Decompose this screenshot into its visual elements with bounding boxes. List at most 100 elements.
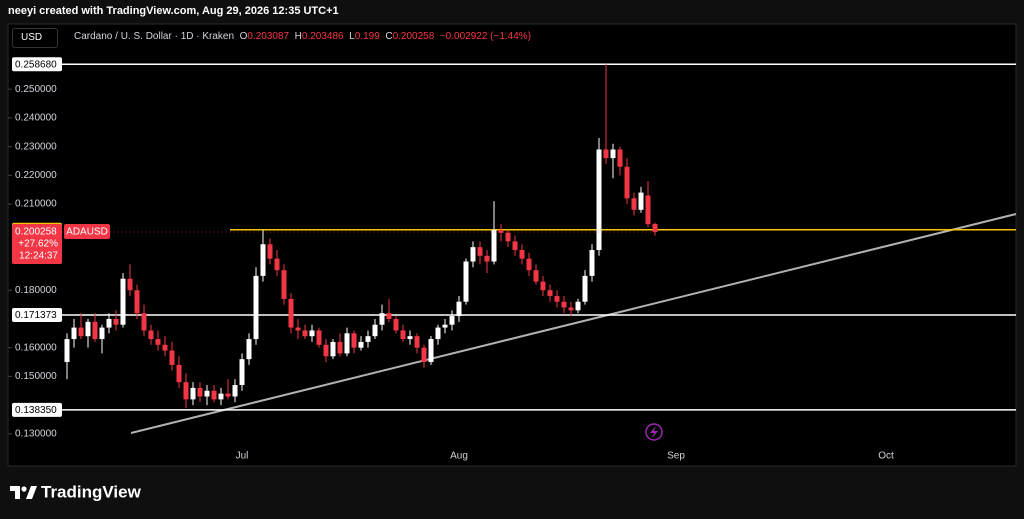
candle-body — [274, 258, 280, 271]
candle-body — [491, 229, 497, 262]
candle-body — [218, 393, 224, 400]
candle-body — [246, 339, 252, 360]
candle-body — [267, 244, 273, 259]
low-value: 0.199 — [354, 31, 380, 42]
close-value: 0.200258 — [392, 31, 435, 42]
candle-body — [232, 385, 238, 397]
candle-body — [477, 247, 483, 256]
candle-body — [407, 336, 413, 340]
candle-body — [106, 318, 112, 328]
candle-body — [134, 290, 140, 314]
candle-body — [652, 223, 658, 233]
candle-body — [113, 318, 119, 325]
candle-body — [330, 341, 336, 357]
candle-body — [456, 301, 462, 317]
candle-body — [365, 336, 371, 342]
candle-body — [449, 316, 455, 325]
candle-body — [540, 281, 546, 291]
candle-body — [421, 347, 427, 363]
candle-body — [162, 344, 168, 351]
candle-body — [169, 350, 175, 365]
candle-body — [309, 330, 315, 337]
candle-body — [260, 244, 266, 276]
candle-body — [547, 290, 553, 296]
candle-body — [92, 321, 98, 340]
candle-body — [526, 258, 532, 271]
candle-body — [393, 318, 399, 331]
candle-body — [484, 255, 490, 262]
candle-body — [610, 149, 616, 159]
candle-body — [99, 327, 105, 340]
candle-body — [533, 270, 539, 282]
candle-body — [85, 321, 91, 337]
candle-body — [288, 298, 294, 328]
price-label: 0.200258 — [15, 227, 57, 238]
x-tick-label: Jul — [236, 451, 249, 462]
candle-body — [337, 341, 343, 354]
candle-body — [512, 241, 518, 251]
candle-body — [120, 278, 126, 325]
x-tick-label: Sep — [667, 451, 685, 462]
countdown: 12:24:37 — [19, 251, 58, 262]
y-tick-label: 0.150000 — [15, 371, 57, 382]
candle-body — [148, 330, 154, 340]
candle-body — [400, 330, 406, 340]
y-tick-label: 0.210000 — [15, 199, 57, 210]
y-tick-label: 0.160000 — [15, 342, 57, 353]
x-tick-label: Oct — [878, 451, 894, 462]
brand: TradingView — [41, 482, 142, 501]
y-tick-label: 0.230000 — [15, 141, 57, 152]
high-value: 0.203486 — [301, 31, 344, 42]
trend-line — [130, 213, 1017, 434]
symbol-tag: ADAUSD — [66, 227, 108, 238]
currency-button[interactable]: USD — [12, 28, 58, 48]
level-label: 0.171373 — [15, 310, 57, 321]
candle-body — [505, 232, 511, 242]
level-label-box — [12, 57, 62, 72]
candle-body — [568, 307, 574, 311]
candle-body — [498, 229, 504, 233]
level-label: 0.138350 — [15, 405, 57, 416]
candle-body — [176, 364, 182, 383]
candle-body — [582, 275, 588, 302]
candle-body — [127, 278, 133, 291]
y-tick-label: 0.240000 — [15, 113, 57, 124]
candle-body — [645, 195, 651, 225]
candle-body — [323, 344, 329, 357]
candle-body — [463, 261, 469, 302]
candle-body — [358, 341, 364, 348]
candle-body — [141, 313, 147, 331]
candle-body — [519, 250, 525, 259]
candle-body — [204, 390, 210, 397]
y-tick-label: 0.130000 — [15, 428, 57, 439]
attribution: neeyi created with TradingView.com, Aug … — [8, 5, 339, 17]
candle-body — [344, 333, 350, 354]
candle-body — [372, 324, 378, 337]
candle-body — [155, 339, 161, 345]
candle-body — [183, 382, 189, 400]
candle-body — [561, 301, 567, 308]
open-value: 0.203087 — [247, 31, 290, 42]
candle-body — [442, 324, 448, 328]
candle-body — [603, 149, 609, 159]
y-tick-label: 0.250000 — [15, 84, 57, 95]
candle-body — [470, 247, 476, 262]
y-tick-label: 0.180000 — [15, 285, 57, 296]
candle-body — [575, 301, 581, 311]
alert-icon — [645, 423, 663, 441]
symbol-tag-box — [64, 224, 110, 240]
candle-body — [617, 149, 623, 167]
plot-area — [7, 23, 1017, 467]
candle-body — [554, 295, 560, 302]
symbol: Cardano / U. S. Dollar · 1D · Kraken — [74, 31, 235, 42]
candle-body — [64, 339, 70, 363]
candle-body — [239, 359, 245, 386]
candle-body — [638, 192, 644, 210]
candle-body — [211, 390, 217, 400]
x-tick-label: Aug — [450, 451, 468, 462]
candle-body — [295, 327, 301, 331]
candle-body — [253, 275, 259, 340]
candle-body — [302, 330, 308, 337]
candle-body — [197, 387, 203, 397]
